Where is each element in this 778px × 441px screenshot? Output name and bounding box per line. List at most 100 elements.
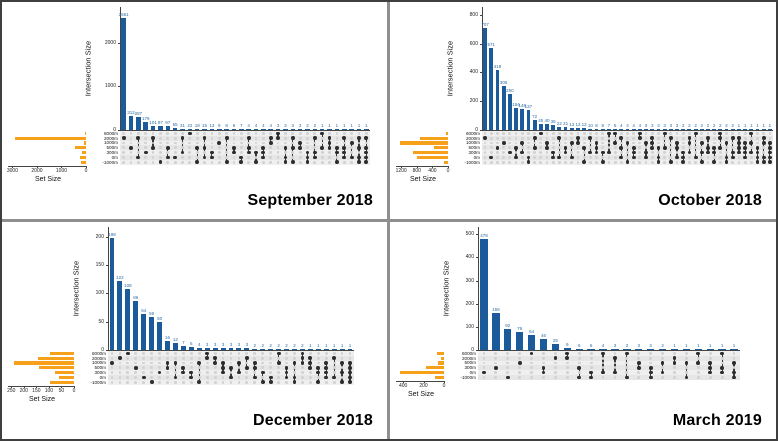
matrix-dot-filled	[284, 375, 289, 380]
matrix-connector	[707, 138, 709, 153]
matrix-dot-empty	[342, 132, 346, 135]
matrix-dot-empty	[313, 141, 317, 145]
matrix-dot-empty	[576, 146, 580, 150]
matrix-dot-empty	[496, 151, 499, 154]
intersection-value-label: 3	[284, 123, 287, 129]
matrix-dot-empty	[159, 136, 162, 140]
intersection-value-label: 8	[595, 122, 598, 128]
y-tick-mark	[480, 43, 482, 45]
set-tick-label: 50	[58, 388, 65, 395]
intersection-bar	[520, 108, 525, 130]
matrix-dot-empty	[582, 132, 586, 135]
matrix-dot-empty	[650, 160, 654, 164]
matrix-dot-filled	[563, 150, 568, 155]
matrix-dot-empty	[159, 141, 162, 145]
set-row-label: -1000m	[464, 159, 480, 165]
matrix-dot-filled	[631, 155, 636, 160]
matrix-dot-empty	[166, 151, 170, 154]
matrix-dot-empty	[129, 160, 133, 164]
matrix-dot-empty	[129, 156, 133, 159]
intersection-value-label: 4	[247, 123, 250, 129]
matrix-dot-empty	[276, 156, 280, 159]
matrix-dot-filled	[324, 370, 329, 375]
matrix-dot-empty	[638, 160, 642, 164]
matrix-dot-filled	[237, 361, 241, 365]
matrix-dot-empty	[239, 151, 243, 154]
matrix-connector	[638, 363, 640, 368]
matrix-dot-filled	[290, 145, 295, 150]
intersection-bar	[693, 129, 698, 130]
matrix-connector	[626, 353, 628, 378]
matrix-dot-filled	[181, 365, 186, 370]
matrix-dot-filled	[681, 155, 686, 160]
matrix-dot-filled	[290, 160, 295, 165]
matrix-dot-empty	[720, 376, 724, 379]
intersection-bar	[220, 348, 226, 350]
matrix-dot-empty	[725, 132, 728, 135]
matrix-dot-empty	[306, 136, 309, 140]
matrix-dot-empty	[126, 376, 130, 379]
matrix-dot-filled	[650, 145, 655, 150]
intersection-value-label: 2	[681, 123, 685, 129]
matrix-connector	[688, 138, 690, 153]
intersection-bar	[495, 69, 500, 130]
matrix-dot-empty	[601, 361, 605, 365]
set-tick-mark	[11, 386, 13, 389]
matrix-dot-filled	[631, 145, 636, 150]
matrix-dot-filled	[768, 141, 772, 145]
matrix-dot-filled	[693, 155, 698, 160]
matrix-dot-empty	[261, 361, 265, 365]
matrix-dot-empty	[129, 141, 133, 145]
matrix-dot-filled	[675, 141, 679, 145]
set-tick-label: 200	[419, 383, 428, 390]
intersection-value-label: 2	[725, 123, 728, 129]
intersection-bar	[339, 349, 345, 350]
matrix-dot-filled	[332, 356, 337, 361]
matrix-dot-empty	[174, 356, 177, 360]
matrix-dot-empty	[158, 352, 161, 355]
intersection-bar	[275, 129, 281, 130]
matrix-connector	[744, 143, 746, 158]
matrix-dot-empty	[625, 361, 629, 365]
matrix-dot-filled	[768, 155, 772, 160]
matrix-dot-empty	[269, 160, 273, 164]
matrix-dot-empty	[508, 132, 512, 135]
intersection-value-label: 3	[625, 343, 629, 349]
intersection-bar	[563, 347, 571, 350]
matrix-dot-empty	[731, 146, 735, 150]
matrix-dot-filled	[483, 136, 487, 141]
matrix-dot-empty	[675, 160, 679, 164]
matrix-dot-empty	[681, 136, 685, 140]
matrix-dot-empty	[166, 132, 170, 135]
matrix-dot-empty	[320, 156, 324, 159]
matrix-dot-filled	[576, 136, 580, 141]
matrix-dot-filled	[699, 150, 704, 155]
matrix-dot-filled	[624, 351, 629, 356]
matrix-dot-empty	[564, 136, 567, 140]
matrix-dot-empty	[661, 352, 664, 355]
set-row-label: -1000m	[460, 374, 476, 380]
matrix-dot-filled	[284, 365, 289, 370]
intersection-bar	[180, 346, 186, 350]
intersection-bar	[563, 126, 568, 130]
intersection-value-label: 1	[685, 343, 688, 349]
matrix-dot-empty	[545, 156, 549, 159]
set-size-bar	[438, 361, 444, 365]
matrix-dot-empty	[150, 376, 154, 379]
intersection-bar	[284, 348, 289, 350]
matrix-dot-empty	[188, 136, 192, 140]
matrix-dot-empty	[564, 156, 567, 159]
intersection-value-label: 159	[492, 307, 500, 313]
matrix-dot-empty	[725, 146, 728, 150]
matrix-dot-empty	[181, 146, 184, 150]
matrix-dot-empty	[502, 136, 506, 140]
matrix-dot-filled	[732, 361, 736, 365]
set-row-label: 0m	[111, 154, 118, 160]
matrix-dot-empty	[276, 160, 280, 164]
matrix-dot-filled	[143, 150, 148, 155]
matrix-connector	[657, 147, 660, 163]
matrix-dot-empty	[150, 366, 154, 370]
matrix-dot-filled	[660, 370, 665, 375]
intersection-value-label: 22	[187, 123, 193, 129]
matrix-dot-empty	[577, 371, 581, 374]
